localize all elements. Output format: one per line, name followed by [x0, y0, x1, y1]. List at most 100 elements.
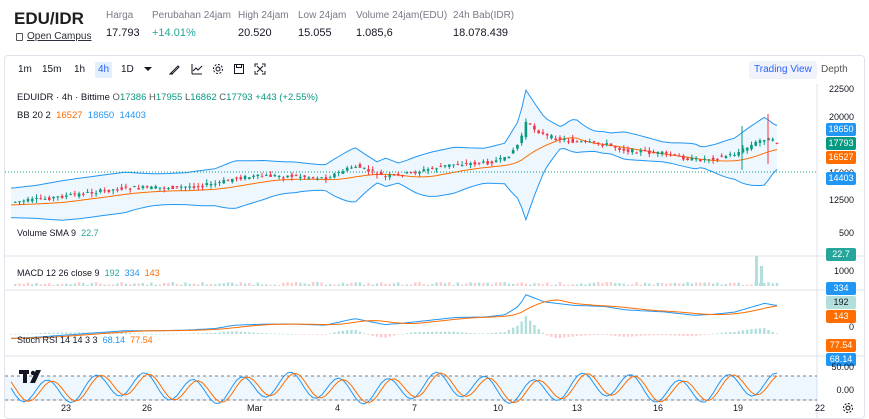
volume-bar [422, 284, 425, 286]
high-value: 17955 [155, 92, 183, 103]
volume-bar [750, 284, 753, 286]
project-link[interactable]: Open Campus [16, 31, 91, 42]
candle-body [596, 142, 600, 144]
macd-histogram-bar [269, 333, 272, 335]
volume-bar [375, 283, 379, 286]
volume-bar [197, 284, 200, 286]
volume-bar [580, 283, 583, 286]
candle-body [35, 197, 38, 199]
macd-histogram-bar [541, 332, 545, 334]
timeframe-1m[interactable]: 1m [18, 64, 32, 75]
volume-bar [439, 282, 443, 286]
macd-histogram-bar [511, 327, 515, 334]
candle-body [465, 162, 468, 164]
volume-label: Volume SMA 9 [17, 228, 77, 238]
candle-body [448, 164, 451, 167]
macd-line-value: 334 [124, 268, 140, 278]
macd-histogram-bar [252, 332, 255, 334]
chevron-down-icon[interactable] [142, 63, 154, 75]
macd-histogram-bar [588, 334, 591, 336]
volume-bar [99, 283, 102, 286]
macd-histogram-bar [614, 334, 617, 337]
volume-bar [201, 282, 204, 286]
volume-bar [90, 282, 94, 286]
timeframe-1d[interactable]: 1D [121, 64, 134, 75]
candle-body [213, 183, 217, 185]
volume-bar [235, 284, 238, 286]
macd-histogram-bar [439, 331, 443, 334]
indicators-icon[interactable] [191, 63, 203, 75]
timeframe-4h[interactable]: 4h [95, 62, 113, 78]
candle-body [409, 172, 413, 174]
candle-body [248, 177, 251, 179]
macd-histogram-bar [163, 333, 166, 335]
snapshot-icon[interactable] [233, 63, 245, 75]
candle-body [243, 176, 247, 179]
volume-bar [575, 284, 579, 286]
volume-bar [588, 283, 591, 286]
candle-body [201, 185, 204, 188]
volume-bar [367, 282, 370, 286]
macd-signal-value: 143 [144, 268, 160, 278]
candle-body [728, 154, 732, 156]
macd-histogram-bar [52, 332, 55, 334]
candle-body [733, 155, 736, 157]
macd-histogram-bar [558, 334, 562, 339]
fullscreen-icon[interactable] [254, 63, 266, 75]
candle-body [665, 152, 668, 154]
macd-histogram-bar [728, 332, 732, 334]
volume-bar [358, 282, 362, 286]
candle-body [94, 193, 98, 195]
volume-bar [260, 284, 264, 286]
macd-histogram-bar [299, 334, 302, 335]
candle-body [490, 161, 494, 164]
macd-histogram-bar [248, 332, 251, 334]
macd-histogram-bar [56, 332, 60, 334]
macd-histogram-bar [592, 334, 596, 336]
macd-histogram-bar [175, 333, 179, 335]
macd-histogram-bar [99, 332, 102, 334]
volume-bar [665, 283, 668, 286]
macd-histogram-bar [82, 332, 85, 334]
volume-bar [192, 283, 196, 286]
project-name: Open Campus [27, 31, 92, 42]
depth-tab[interactable]: Depth [821, 64, 848, 75]
draw-icon[interactable] [169, 63, 181, 75]
settings-icon[interactable] [212, 63, 224, 75]
candle-body [762, 140, 766, 142]
bb-upper-line [10, 88, 778, 189]
volume-bar [767, 282, 770, 286]
macd-histogram-bar [328, 333, 332, 334]
candle-body [179, 186, 183, 188]
candle-body [358, 164, 362, 168]
close-value: 17793 [226, 92, 253, 103]
volume-bar [31, 284, 34, 286]
macd-histogram-bar [218, 332, 221, 334]
macd-histogram-bar [273, 333, 277, 335]
macd-histogram-bar [763, 328, 766, 334]
time-axis-label: 16 [653, 403, 664, 413]
chart-canvas[interactable] [5, 84, 865, 419]
macd-histogram-bar [39, 333, 42, 334]
candle-body [294, 175, 298, 177]
timeframe-15m[interactable]: 15m [42, 64, 62, 75]
trading-view-tab[interactable]: Trading View [749, 61, 817, 79]
candle-body [545, 134, 549, 136]
macd-histogram-bar [60, 332, 64, 334]
chart-settings-icon[interactable] [842, 402, 854, 414]
volume-bar [56, 284, 60, 286]
macd-label: MACD 12 26 close 9 [17, 268, 100, 278]
macd-histogram-bar [767, 329, 770, 334]
macd-histogram-bar [686, 334, 689, 337]
volume-bar [256, 282, 260, 286]
bb-upper-value: 18650 [87, 110, 115, 121]
candle-body [482, 161, 485, 163]
candle-body [99, 189, 102, 193]
candle-body [128, 188, 132, 190]
volume-bar [631, 284, 634, 286]
macd-histogram-bar [14, 333, 17, 335]
timeframe-1h[interactable]: 1h [74, 64, 86, 75]
macd-histogram-bar [65, 332, 68, 334]
candle-body [137, 188, 140, 190]
candle-body [56, 196, 60, 198]
